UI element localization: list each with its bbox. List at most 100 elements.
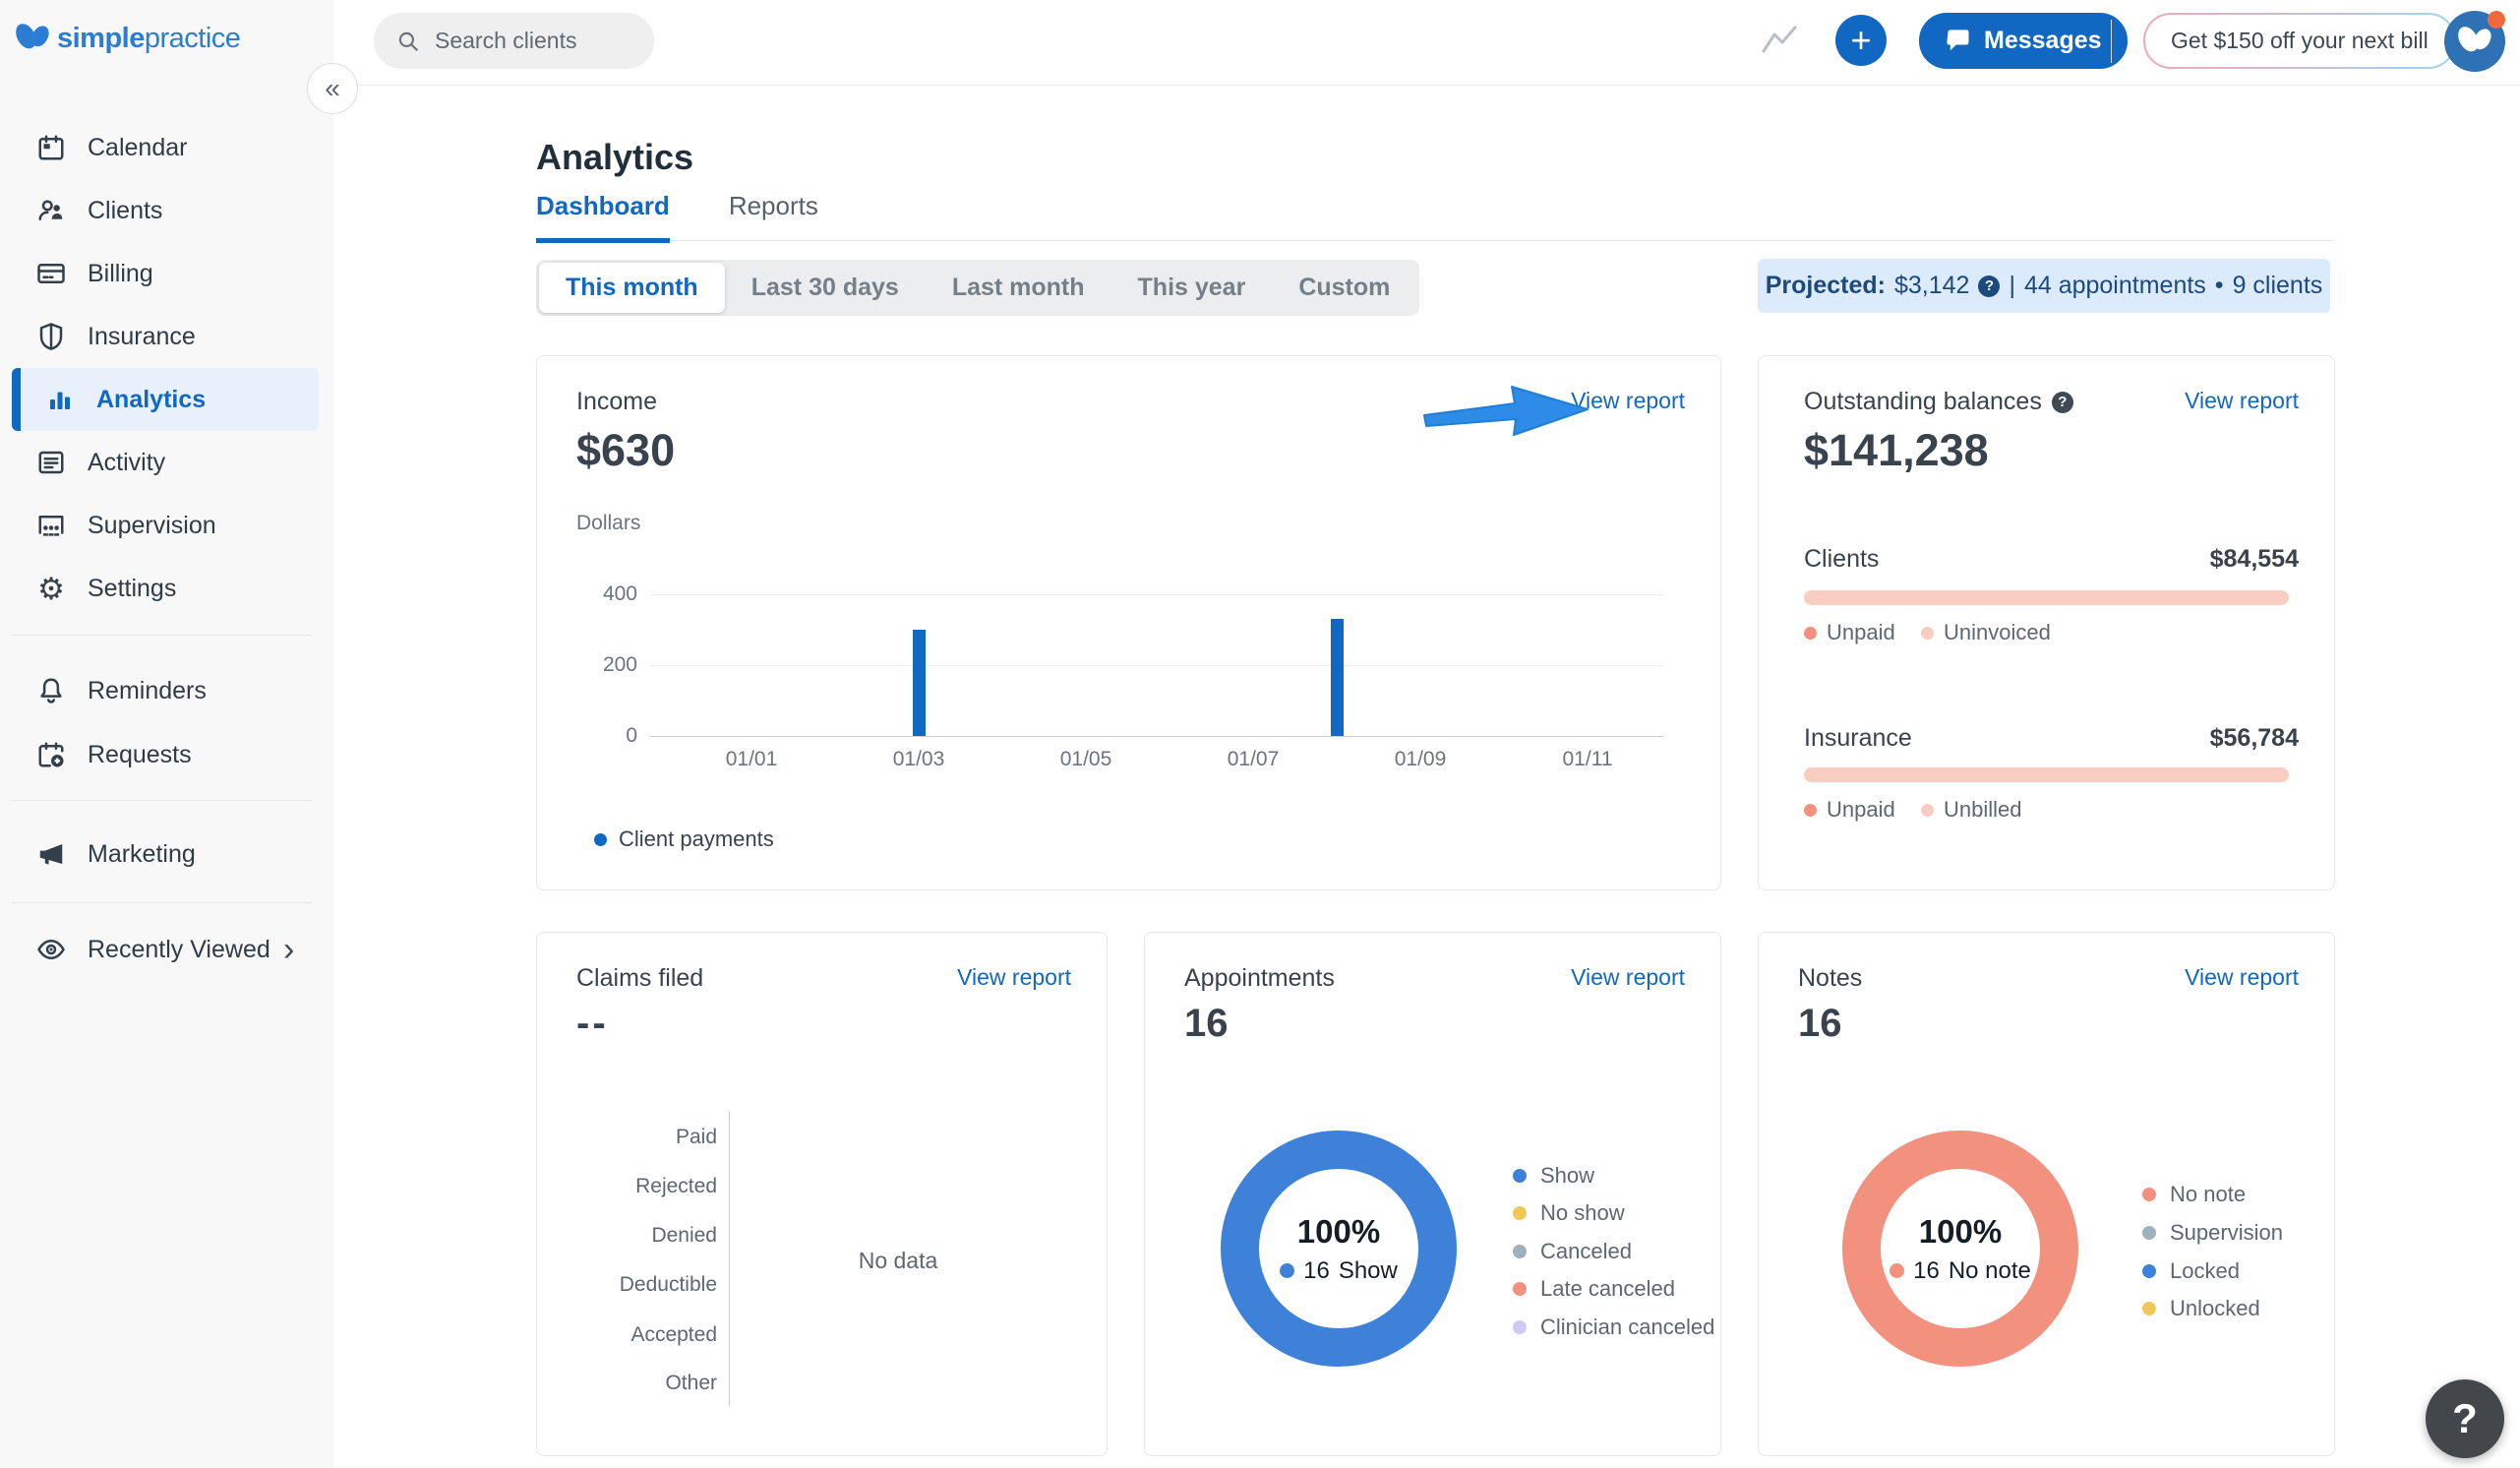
- activity-list-icon: [34, 446, 68, 479]
- range-last-month[interactable]: Last month: [951, 274, 1085, 301]
- annotation-arrow-icon: [1423, 386, 1589, 436]
- sidebar-item-clients[interactable]: Clients: [0, 179, 333, 242]
- notes-donut-chart: 100% 16 No note: [1842, 1131, 2078, 1367]
- x-tick: 01/09: [1394, 748, 1447, 770]
- promo-button[interactable]: Get $150 off your next bill: [2143, 13, 2456, 69]
- legend-label: Client payments: [619, 826, 774, 851]
- legend-dot: [1513, 1245, 1527, 1258]
- projected-label: Projected:: [1765, 272, 1886, 299]
- trend-icon[interactable]: [1761, 24, 1798, 62]
- sidebar-item-insurance[interactable]: Insurance: [0, 305, 333, 368]
- appointments-legend-item: Canceled: [1513, 1239, 1632, 1264]
- appointments-view-report-link[interactable]: View report: [1571, 964, 1685, 990]
- clients-legend-uninvoiced: Uninvoiced: [1921, 620, 2051, 645]
- sidebar-divider: [12, 902, 312, 903]
- sidebar-item-requests[interactable]: Requests: [0, 723, 333, 786]
- search-box[interactable]: [374, 13, 654, 69]
- appointments-count: 16: [1184, 1002, 1229, 1045]
- sidebar-item-marketing[interactable]: Marketing: [0, 823, 333, 886]
- legend-label: Late canceled: [1540, 1276, 1675, 1301]
- notes-legend-item: No note: [2142, 1182, 2246, 1207]
- income-bar-01/08: [1330, 619, 1344, 736]
- notes-legend-item: Supervision: [2142, 1220, 2283, 1246]
- tab-dashboard[interactable]: Dashboard: [536, 191, 670, 243]
- sidebar-item-billing[interactable]: Billing: [0, 242, 333, 305]
- legend-dot: [1804, 803, 1817, 817]
- legend-dot: [1513, 1282, 1527, 1296]
- legend-dot: [1921, 626, 1934, 640]
- clients-balance-bar: [1804, 590, 2289, 605]
- collapse-glyph: «: [325, 73, 340, 103]
- y-tick: 400: [602, 582, 637, 605]
- claims-empty-state: No data: [858, 1248, 938, 1273]
- plus-icon: +: [1850, 20, 1872, 60]
- legend-label: Unpaid: [1827, 797, 1895, 822]
- brand-name: simplepractice: [57, 22, 241, 54]
- sidebar-item-label: Recently Viewed: [88, 935, 270, 963]
- x-tick: 01/05: [1059, 748, 1112, 770]
- income-card: Income View report $630 Dollars 400 200 …: [536, 355, 1721, 890]
- sidebar-item-label: Supervision: [88, 511, 216, 539]
- chevron-right-icon: ›: [283, 930, 295, 968]
- tab-reports[interactable]: Reports: [728, 191, 818, 220]
- clients-icon: [34, 194, 68, 227]
- sidebar-item-reminders[interactable]: Reminders: [0, 659, 333, 722]
- sidebar-item-settings[interactable]: ⚙ Settings: [0, 557, 333, 620]
- help-icon[interactable]: ?: [2051, 391, 2073, 413]
- income-card-title: Income: [576, 388, 657, 415]
- donut-center-count: 16: [1303, 1256, 1330, 1284]
- range-this-month[interactable]: This month: [539, 263, 725, 313]
- eye-icon: [34, 933, 68, 966]
- sidebar-item-label: Clients: [88, 196, 163, 224]
- legend-dot: [1804, 626, 1817, 640]
- search-icon: [398, 31, 418, 51]
- range-custom[interactable]: Custom: [1298, 274, 1391, 301]
- sidebar-item-calendar[interactable]: Calendar: [0, 116, 333, 179]
- claims-view-report-link[interactable]: View report: [957, 964, 1071, 990]
- sidebar-divider: [12, 635, 312, 636]
- insurance-balance-label: Insurance: [1804, 724, 1912, 752]
- outstanding-view-report-link[interactable]: View report: [2185, 388, 2299, 413]
- income-view-report-link[interactable]: View report: [1571, 388, 1685, 413]
- legend-label: Uninvoiced: [1944, 620, 2051, 644]
- add-button[interactable]: +: [1835, 15, 1887, 66]
- donut-center-label: 16 Show: [1280, 1257, 1398, 1285]
- notes-view-report-link[interactable]: View report: [2185, 964, 2299, 990]
- legend-dot: [1513, 1320, 1527, 1334]
- credit-card-icon: [34, 257, 68, 290]
- search-input[interactable]: [433, 27, 633, 55]
- notes-legend-item: Locked: [2142, 1258, 2240, 1284]
- messages-button[interactable]: Messages: [1919, 13, 2128, 69]
- messages-label: Messages: [1984, 27, 2102, 54]
- avatar[interactable]: [2444, 11, 2505, 72]
- appointments-legend-item: Late canceled: [1513, 1276, 1675, 1302]
- legend-label: Locked: [2170, 1258, 2240, 1283]
- legend-dot: [1280, 1263, 1295, 1278]
- help-button[interactable]: ?: [2426, 1379, 2504, 1458]
- sidebar-collapse-button[interactable]: «: [307, 63, 358, 114]
- range-this-year[interactable]: This year: [1137, 274, 1246, 301]
- legend-label: No note: [2170, 1182, 2247, 1206]
- sidebar-item-label: Reminders: [88, 676, 207, 704]
- sidebar-item-analytics[interactable]: Analytics: [12, 368, 319, 431]
- donut-percent: 100%: [1296, 1212, 1381, 1250]
- insurance-balance-amount: $56,784: [2209, 724, 2299, 752]
- income-bar-chart: 01/01 01/03 01/05 01/07 01/09 01/11: [650, 594, 1663, 770]
- sidebar-item-label: Requests: [88, 740, 192, 768]
- sidebar-item-activity[interactable]: Activity: [0, 431, 333, 494]
- claims-amount: --: [576, 1002, 609, 1045]
- income-amount: $630: [576, 425, 676, 475]
- claims-category: Denied: [651, 1224, 717, 1247]
- y-tick: 200: [602, 653, 637, 676]
- gridline: [650, 665, 1663, 666]
- sidebar-item-supervision[interactable]: Supervision: [0, 494, 333, 557]
- page-title: Analytics: [536, 137, 694, 178]
- notes-count: 16: [1798, 1002, 1842, 1045]
- range-last-30-days[interactable]: Last 30 days: [750, 274, 899, 301]
- projected-separator: |: [2009, 272, 2015, 299]
- help-icon[interactable]: ?: [1978, 275, 2001, 297]
- brand-logo[interactable]: simplepractice: [14, 22, 241, 55]
- sidebar-item-recently-viewed[interactable]: Recently Viewed ›: [0, 918, 333, 981]
- legend-dot: [2142, 1188, 2156, 1201]
